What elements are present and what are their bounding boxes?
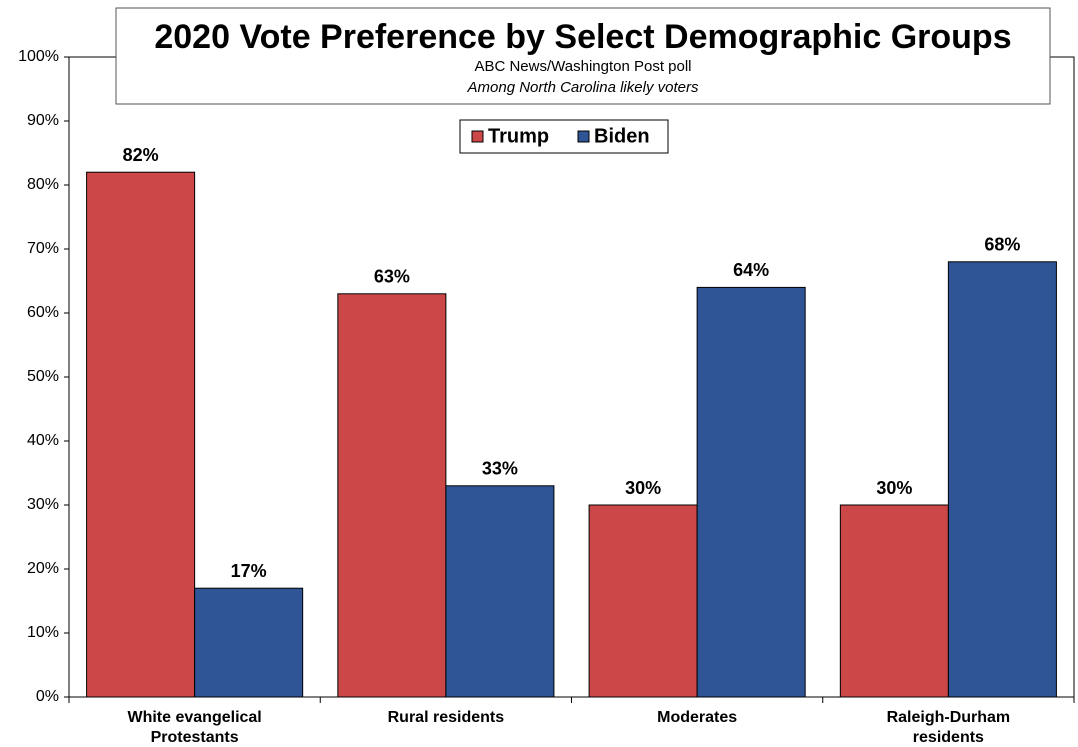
y-tick-label: 10% [27, 624, 59, 641]
title-box [115, 7, 1051, 105]
data-label: 63% [374, 267, 410, 287]
legend-swatch [577, 130, 590, 143]
bar [696, 286, 806, 698]
x-tick-label: White evangelical Protestants [127, 709, 262, 746]
data-label: 64% [733, 260, 769, 280]
x-tick-label: Moderates [657, 709, 738, 726]
data-label: 33% [482, 459, 518, 479]
bar [588, 504, 698, 698]
x-tick-label: Rural residents [387, 709, 505, 726]
y-tick-label: 30% [27, 496, 59, 513]
legend-box [459, 119, 669, 154]
data-label: 30% [876, 478, 912, 498]
y-tick-label: 40% [27, 432, 59, 449]
legend-swatch [471, 130, 484, 143]
bar [194, 587, 304, 698]
data-label: 17% [231, 561, 267, 581]
data-label: 30% [625, 478, 661, 498]
y-tick-label: 80% [27, 176, 59, 193]
legend-label: Trump [488, 125, 549, 147]
y-tick-label: 60% [27, 304, 59, 321]
x-tick-label: Raleigh-Durham residents [886, 709, 1011, 746]
y-tick-label: 100% [18, 48, 59, 65]
bar [86, 171, 196, 698]
bar [947, 261, 1057, 698]
y-tick-label: 0% [36, 688, 59, 705]
y-tick-label: 90% [27, 112, 59, 129]
data-label: 82% [123, 145, 159, 165]
legend-label: Biden [594, 125, 650, 147]
subtitle: Among North Carolina likely voters [467, 79, 699, 96]
y-tick-label: 20% [27, 560, 59, 577]
y-tick-label: 50% [27, 368, 59, 385]
chart-title: 2020 Vote Preference by Select Demograph… [154, 18, 1011, 56]
y-tick-label: 70% [27, 240, 59, 257]
bar [337, 293, 447, 698]
bar [839, 504, 949, 698]
bar [445, 485, 555, 698]
data-label: 68% [984, 235, 1020, 255]
legend: Trump Biden [459, 119, 669, 154]
subtitle: ABC News/Washington Post poll [474, 58, 691, 75]
